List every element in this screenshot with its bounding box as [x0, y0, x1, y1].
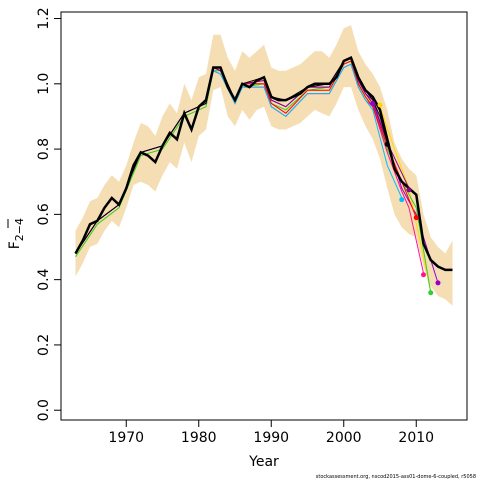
endpoint-marker-3	[384, 141, 390, 147]
confidence-band	[75, 25, 453, 306]
confidence-band-layer	[75, 25, 453, 306]
plot-frame	[60, 11, 468, 421]
endpoint-marker-1	[370, 100, 376, 106]
endpoint-marker-5	[406, 187, 412, 193]
y-tick-label-3: 0.6	[36, 203, 52, 225]
endpoint-marker-7	[421, 272, 426, 278]
endpoint-marker-6	[413, 215, 419, 221]
endpoint-marker-4	[399, 197, 405, 203]
main-series-layer	[74, 56, 453, 272]
y-axis-title-letter: F	[7, 241, 23, 249]
x-tick-label-2010: 2010	[398, 430, 434, 446]
x-tick-label-1980: 1980	[181, 430, 217, 446]
x-axis-title: Year	[248, 454, 279, 470]
endpoint-marker-9	[435, 280, 441, 286]
x-tick-label-1990: 1990	[253, 430, 289, 446]
y-axis-title-text: F2−4	[7, 218, 26, 249]
y-tick-label-4: 0.8	[36, 138, 52, 160]
endpoint-markers-layer	[370, 100, 441, 296]
endpoint-marker-2	[377, 102, 383, 108]
endpoint-marker-8	[428, 290, 434, 296]
source-footnote: stockassessment.org, nscod2015-ass01-dom…	[316, 474, 476, 480]
y-tick-label-0: 0.0	[36, 399, 52, 421]
x-tick-label-1970: 1970	[108, 430, 144, 446]
x-tick-label-2000: 2000	[326, 430, 362, 446]
y-axis-title: F2−4	[7, 218, 26, 249]
y-tick-label-1: 0.2	[36, 334, 52, 356]
y-axis: 0.0 0.2 0.4 0.6 0.8 1.0 1.2	[36, 7, 61, 421]
main-series-line	[74, 56, 453, 272]
y-tick-label-6: 1.2	[36, 7, 52, 29]
x-axis: 1970 1980 1990 2000 2010	[108, 420, 434, 446]
y-tick-label-5: 1.0	[36, 73, 52, 95]
y-tick-label-2: 0.4	[36, 268, 52, 290]
y-axis-title-subscript: 2−4	[13, 218, 26, 241]
